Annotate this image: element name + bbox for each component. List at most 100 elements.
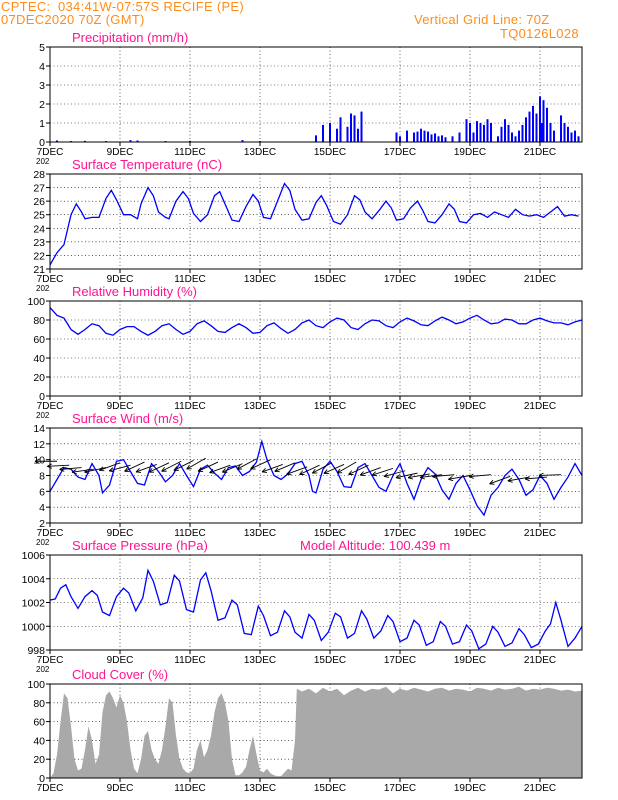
wind-arrow-head	[71, 469, 77, 473]
precip-bar	[339, 117, 342, 142]
precip-bar	[525, 117, 527, 142]
panel-title: Relative Humidity (%)	[72, 284, 197, 299]
precip-bar	[563, 123, 566, 142]
precip-bar	[430, 134, 433, 142]
y-tick-label: 23	[33, 237, 45, 249]
center-label: CPTEC:	[1, 0, 51, 14]
y-tick-label: 2	[39, 518, 45, 530]
precip-bar	[476, 121, 478, 142]
y-tick-label: 80	[33, 315, 45, 327]
y-tick-label: 25	[33, 210, 45, 222]
precip-bar	[346, 126, 349, 142]
wind-arrow-shaft	[395, 472, 418, 479]
wind-arrow-head	[59, 469, 65, 472]
x-tick-label: 9DEC	[107, 528, 134, 539]
cloud-cover-area	[50, 686, 582, 778]
x-tick-label: 15DEC	[314, 783, 346, 794]
y-tick-label: 0	[39, 391, 45, 403]
wind-arrow-head	[419, 474, 425, 478]
wind-arrow-shaft	[71, 468, 94, 473]
wind-arrow	[274, 462, 296, 473]
wind-arrow-shaft	[336, 461, 357, 474]
wind-arrow-shaft	[348, 464, 369, 475]
x-tick-label: 17DEC	[384, 274, 416, 285]
wind-arrow-head	[507, 480, 513, 483]
precip-bar	[420, 128, 422, 142]
wind-arrow-head	[448, 478, 454, 482]
precip-bar	[500, 126, 503, 142]
wind-arrow-head	[489, 483, 495, 485]
wind-arrow-head	[407, 474, 413, 479]
wind-arrow-shaft	[250, 459, 271, 470]
x-tick-label: 17DEC	[384, 655, 416, 666]
wind-arrow-shaft	[274, 462, 296, 472]
wind-arrow	[371, 467, 394, 477]
y-tick-label: 6	[39, 486, 45, 498]
wind-arrow-head	[299, 470, 304, 475]
wind-arrow	[468, 473, 492, 479]
precip-bar	[395, 132, 398, 142]
precip-bar	[189, 140, 191, 142]
panel-4: 998 1000 1002 1004 1006 7DEC 9DEC 11DEC 13DEC 15D…	[22, 538, 583, 674]
plot-frame	[49, 46, 583, 143]
y-tick-label: 40	[33, 353, 45, 365]
wind-arrow-head	[47, 463, 52, 467]
wind-arrow	[383, 470, 406, 478]
wind-arrow	[507, 476, 530, 483]
y-tick-label: 5	[39, 42, 45, 54]
precip-bar	[479, 123, 482, 142]
wind-arrow	[197, 461, 219, 472]
x-tick-label: 9DEC	[107, 401, 134, 412]
wind-arrow-head	[407, 477, 414, 480]
wind-arrow-head	[432, 476, 438, 479]
wind-arrow-head	[124, 467, 129, 472]
precip-bar	[521, 124, 524, 142]
panel-title: Surface Temperature (nC)	[72, 157, 222, 172]
wind-arrow-head	[71, 471, 77, 475]
wind-arrow-shaft	[448, 475, 471, 480]
precip-bar	[360, 111, 363, 142]
wind-arrow	[108, 464, 131, 473]
wind-arrow	[359, 467, 381, 477]
panel-title: Surface Pressure (hPa)	[72, 538, 208, 553]
year-label-truncated: 202	[36, 538, 50, 547]
panel-0: 0 1 2 3 4 5 7DEC 9DEC 11DEC 13DEC 15DEC 17DEC 19DEC 2…	[36, 30, 583, 166]
x-tick-label: 9DEC	[107, 147, 134, 158]
wind-arrow-shaft	[432, 474, 455, 478]
precip-bar	[567, 126, 569, 142]
wind-arrow	[323, 464, 345, 474]
wind-arrow	[311, 462, 332, 474]
wind-arrow-head	[173, 466, 178, 471]
x-tick-label: 11DEC	[174, 655, 206, 666]
x-tick-label: 15DEC	[314, 528, 346, 539]
wind-arrow-head	[468, 476, 474, 479]
wind-arrow-shaft	[323, 464, 345, 474]
wind-arrow	[221, 463, 243, 473]
x-tick-label: 13DEC	[244, 655, 276, 666]
x-tick-label: 11DEC	[174, 783, 206, 794]
wind-arrow-head	[286, 473, 292, 476]
wind-arrow-shaft	[286, 466, 308, 475]
x-tick-label: 19DEC	[454, 528, 486, 539]
wind-arrow-head	[209, 468, 214, 474]
wind-arrow-head	[250, 464, 255, 470]
y-tick-label: 1	[39, 118, 45, 130]
y-tick-label: 100	[27, 296, 45, 308]
precip-bar	[427, 131, 429, 142]
wind-arrow-shaft	[420, 474, 443, 478]
precip-bar	[353, 115, 356, 142]
wind-arrow-shaft	[312, 462, 332, 474]
precip-bar	[570, 132, 573, 142]
precip-bar	[84, 140, 86, 142]
precip-bar	[511, 132, 513, 142]
y-tick-label: 28	[33, 169, 45, 181]
wind-arrow-head	[99, 466, 104, 471]
wind-arrow-head	[348, 470, 353, 475]
wind-arrow-shaft	[222, 463, 243, 473]
series-line	[49, 439, 583, 517]
wind-arrow	[261, 463, 283, 473]
wind-arrow-head	[34, 458, 40, 462]
precip-bar	[507, 124, 510, 142]
wind-arrow-head	[148, 467, 153, 473]
